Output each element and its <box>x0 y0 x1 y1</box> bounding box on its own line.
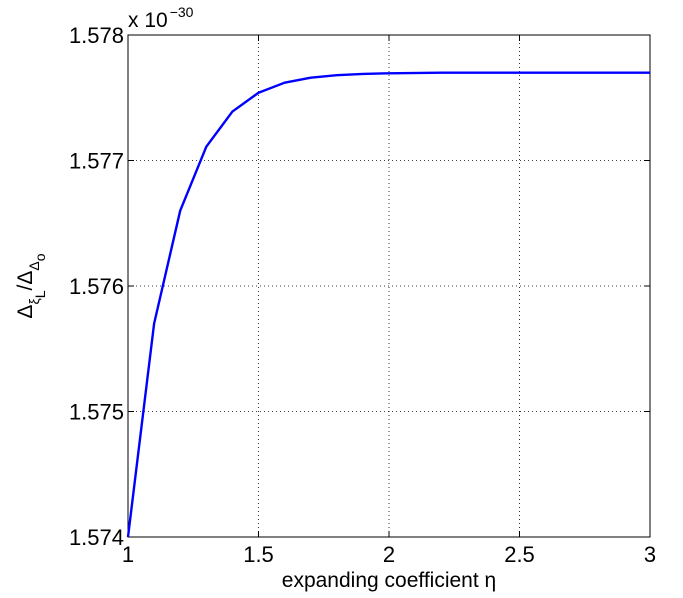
svg-text:x 10−30: x 10 −30 <box>128 4 194 32</box>
x-tick-label: 1 <box>122 542 134 567</box>
x-tick-label: 3 <box>644 542 656 567</box>
grid-lines <box>128 35 650 537</box>
series-layer <box>126 71 650 538</box>
multiplier-base: x 10 <box>128 9 168 32</box>
y-tick-label: 1.574 <box>69 525 124 550</box>
y-tick-label: 1.575 <box>69 400 124 425</box>
x-tick-label: 1.5 <box>243 542 274 567</box>
y-tick-label: 1.576 <box>69 274 124 299</box>
x-tick-label: 2 <box>383 542 395 567</box>
tick-labels: 1 1.5 2 2.5 3 1.574 1.575 1.576 1.577 1.578 <box>69 23 656 567</box>
x-tick-label: 2.5 <box>504 542 535 567</box>
y-axis-label: ΔξL/ΔΔo <box>14 253 48 318</box>
svg-text:ΔξL/ΔΔo: ΔξL/ΔΔo <box>14 253 48 318</box>
x-axis-label: expanding coefficient η <box>282 569 496 592</box>
y-tick-label: 1.578 <box>69 23 124 48</box>
y-tick-label: 1.577 <box>69 149 124 174</box>
y-axis-multiplier: x 10 −30 <box>128 4 194 32</box>
multiplier-exponent: −30 <box>170 4 194 20</box>
series-line <box>126 71 650 538</box>
